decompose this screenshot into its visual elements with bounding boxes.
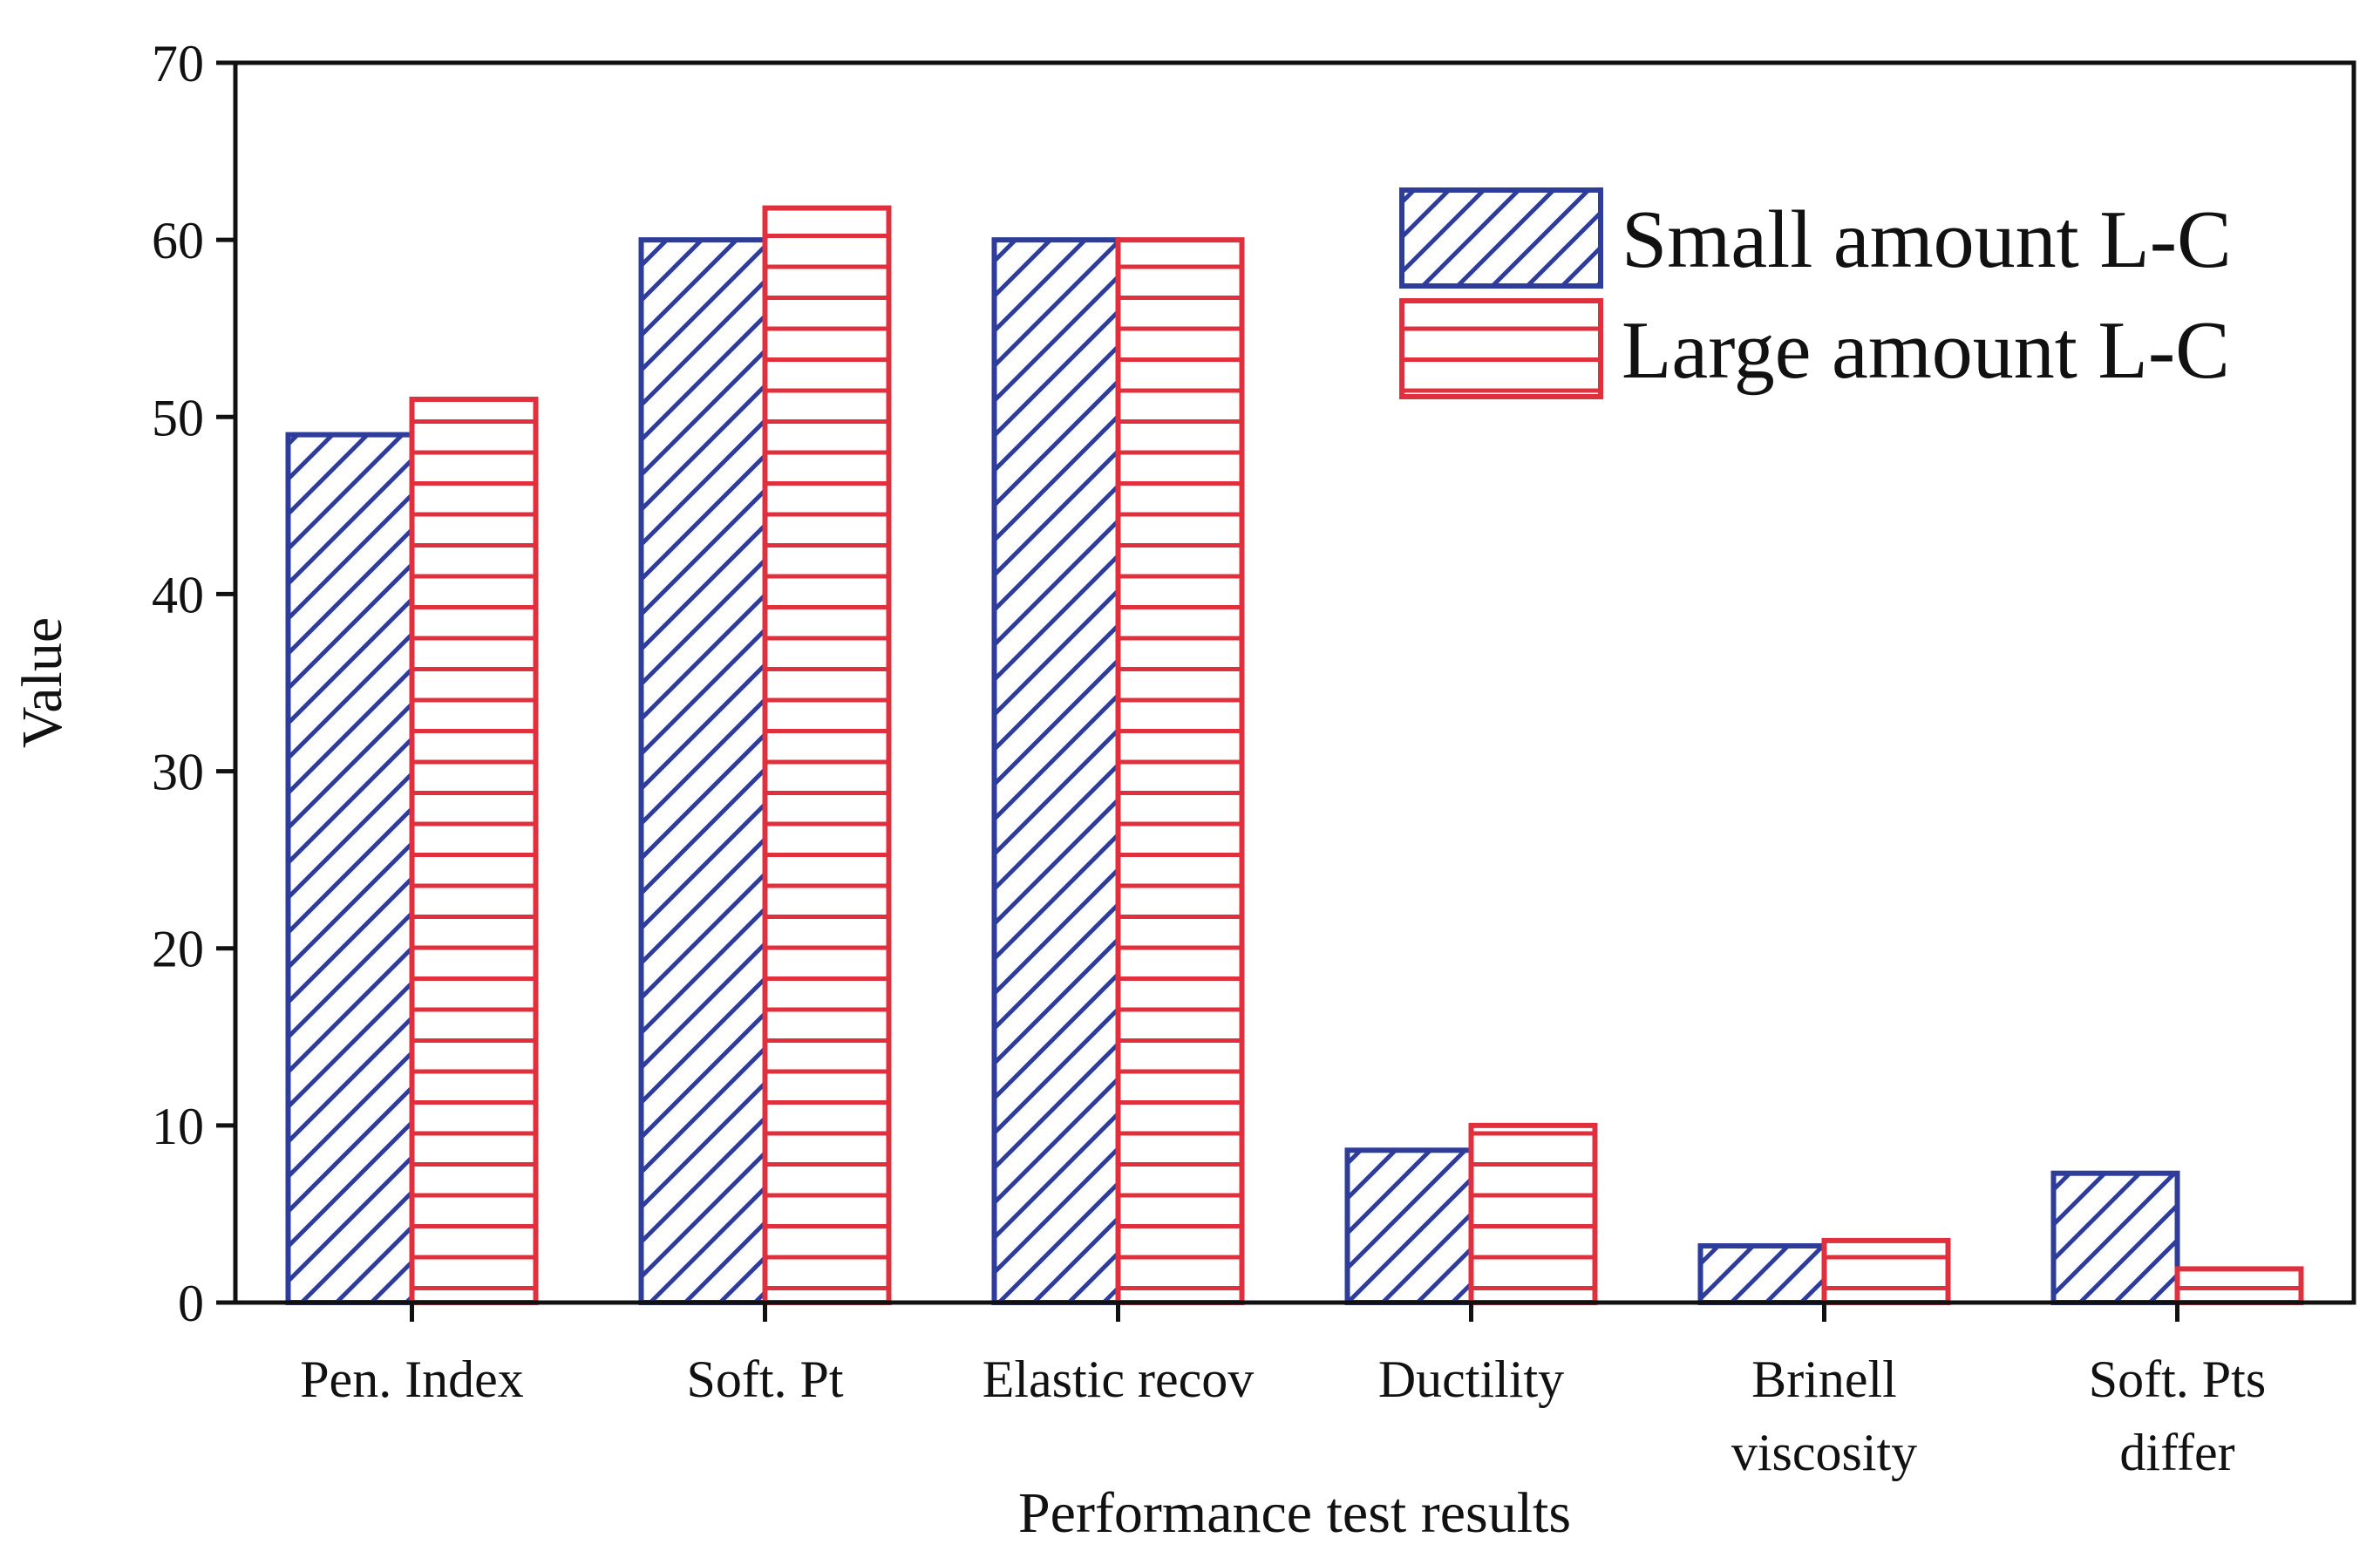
bar-large-2 <box>1115 237 1245 1306</box>
x-tick-label: Ductility <box>1378 1350 1564 1408</box>
x-tick-label-line: Brinell <box>1751 1350 1897 1408</box>
bar-large-1 <box>762 205 892 1305</box>
legend-label-large-amount: Large amount L-C <box>1622 305 2230 396</box>
x-tick-label: Brinell viscosity <box>1731 1350 1917 1481</box>
legend-swatch-small-amount <box>1399 187 1603 289</box>
y-tick-label: 40 <box>152 566 204 623</box>
y-tick-label: 70 <box>152 35 204 92</box>
x-tick-label-line: Soft. Pt <box>686 1350 843 1408</box>
x-tick-label-line: Soft. Pts <box>2089 1350 2266 1408</box>
x-tick-label: Pen. Index <box>300 1350 524 1408</box>
x-axis: Pen. Index Soft. Pt Elastic recov Ductility… <box>300 1303 2266 1481</box>
bar-large-3 <box>1468 1122 1598 1306</box>
y-axis-title: Value <box>10 617 74 748</box>
x-tick-label: Elastic recov <box>983 1350 1255 1408</box>
bar-large-4 <box>1821 1237 1951 1306</box>
x-tick-label: Soft. Pts differ <box>2089 1350 2266 1481</box>
y-tick-label: 30 <box>152 744 204 801</box>
bar-small-4 <box>1697 1242 1827 1305</box>
bar-small-5 <box>2050 1170 2180 1305</box>
bar-large-0 <box>409 396 539 1305</box>
y-tick-label: 20 <box>152 921 204 978</box>
y-tick-label: 10 <box>152 1098 204 1155</box>
y-axis: 0 10 20 30 40 50 60 70 <box>152 35 235 1332</box>
legend: Small amount L-C Large amount L-C <box>1399 187 2232 399</box>
x-tick-label-line: differ <box>2119 1424 2234 1481</box>
bar-small-1 <box>638 237 768 1306</box>
y-tick-label: 0 <box>178 1275 204 1332</box>
x-tick-label: Soft. Pt <box>686 1350 843 1408</box>
bar-small-3 <box>1344 1147 1474 1305</box>
legend-label-small-amount: Small amount L-C <box>1622 194 2232 285</box>
bar-small-2 <box>991 237 1121 1306</box>
plot-frame <box>233 60 2356 1305</box>
y-tick-label: 60 <box>152 212 204 269</box>
x-tick-label-line: Ductility <box>1378 1350 1564 1408</box>
legend-swatch-large-amount <box>1399 298 1603 399</box>
bars-layer <box>285 205 2304 1306</box>
y-tick-label: 50 <box>152 389 204 446</box>
bar-large-5 <box>2174 1266 2304 1305</box>
x-tick-label-line: Elastic recov <box>983 1350 1255 1408</box>
x-tick-label-line: Pen. Index <box>300 1350 524 1408</box>
bar-small-0 <box>285 432 415 1306</box>
x-tick-label-line: viscosity <box>1731 1424 1917 1481</box>
x-axis-title: Performance test results <box>1018 1481 1571 1545</box>
